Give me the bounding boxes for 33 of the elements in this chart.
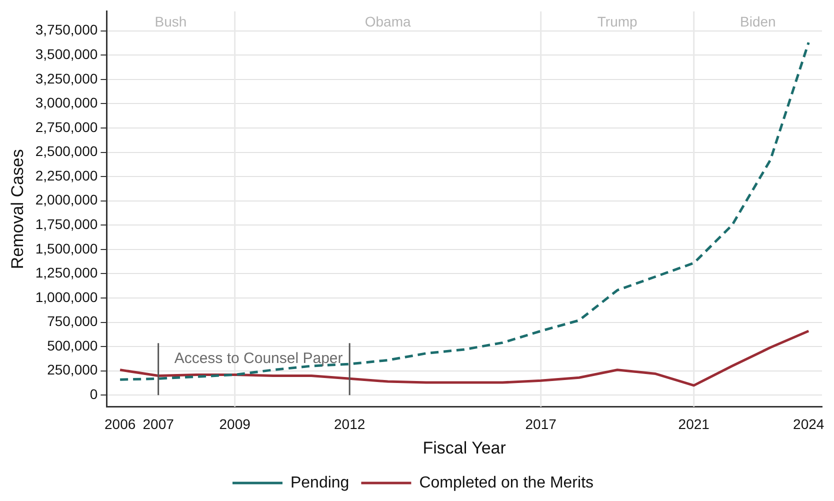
annotation: Bush: [154, 13, 187, 30]
legend-label: Pending: [290, 474, 350, 492]
y-tick-label: 2,000,000: [35, 192, 98, 208]
y-tick-label: 3,000,000: [35, 94, 98, 111]
annotation: Trump: [597, 13, 638, 30]
line-series: [118, 41, 810, 381]
y-tick-label: 500,000: [47, 337, 98, 354]
y-tick-label: 2,250,000: [35, 167, 98, 184]
y-tick-label: 1,750,000: [35, 216, 98, 232]
legend-label: Completed on the Merits: [419, 474, 594, 492]
y-tick-label: 3,250,000: [35, 70, 98, 86]
x-tick-label: 2021: [678, 416, 710, 432]
x-tick-label: 2007: [142, 416, 174, 432]
y-tick-label: 250,000: [47, 362, 98, 378]
x-tick-label: 2009: [219, 416, 251, 432]
y-tick-label: 1,500,000: [35, 240, 98, 256]
annotation: Biden: [740, 13, 776, 30]
x-tick-label: 2012: [334, 416, 366, 432]
x-tick-label: 2024: [793, 416, 824, 432]
y-tick-label: 1,000,000: [35, 288, 98, 305]
y-tick-label: 3,750,000: [35, 22, 98, 38]
annotation: Access to Counsel Paper: [174, 350, 343, 367]
y-tick-label: 750,000: [47, 313, 98, 330]
y-tick-label: 2,500,000: [35, 143, 98, 160]
x-axis-title: Fiscal Year: [422, 438, 506, 458]
y-tick-label: 0: [90, 386, 98, 402]
y-tick-label: 3,500,000: [35, 46, 98, 62]
annotation: Obama: [364, 13, 411, 30]
y-tick-label: 1,250,000: [35, 264, 98, 281]
x-tick-label: 2017: [525, 416, 557, 432]
y-axis-title: Removal Cases: [8, 149, 27, 270]
x-tick-label: 2006: [104, 416, 136, 432]
y-tick-label: 2,750,000: [35, 118, 98, 135]
